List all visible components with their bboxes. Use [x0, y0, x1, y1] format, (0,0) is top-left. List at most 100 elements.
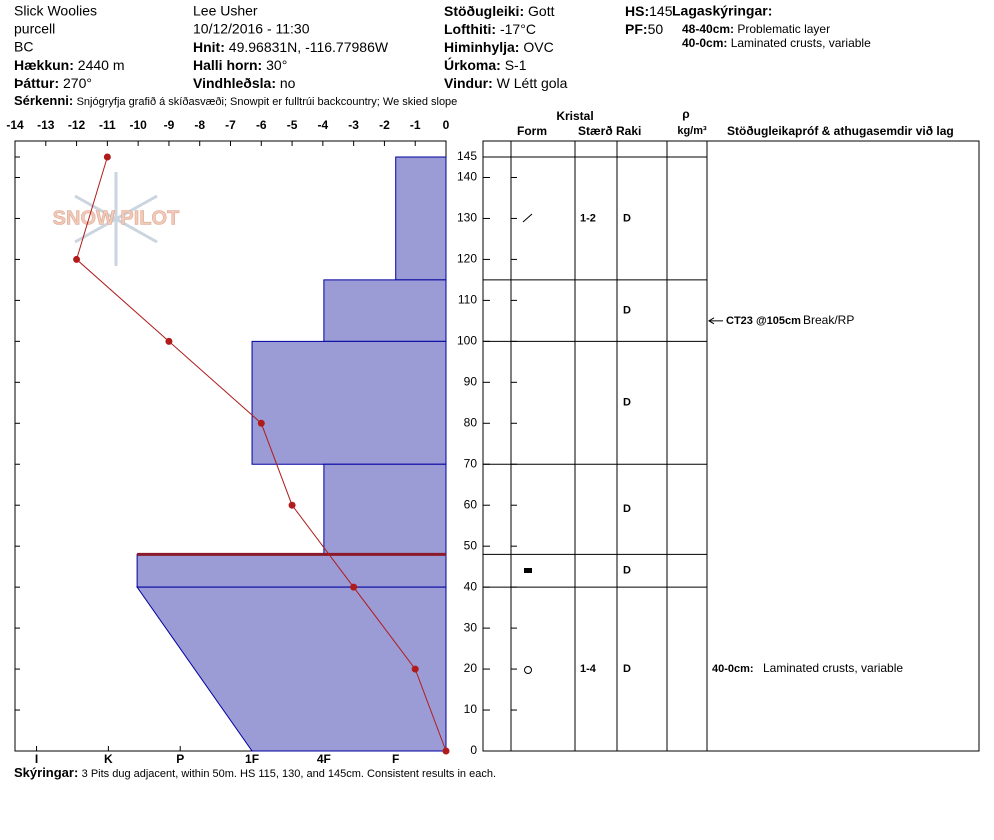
wind: Vindur: W Létt gola [444, 75, 568, 91]
value: Gott [528, 3, 555, 19]
label: Halli horn: [193, 57, 262, 73]
y-tick-label: 40 [464, 579, 478, 593]
label: PF: [625, 21, 648, 37]
table-columns [510, 141, 708, 751]
label: Vindhleðsla: [193, 75, 276, 91]
hardness-tick-label: I [35, 752, 38, 766]
pf: PF:50 [625, 21, 663, 37]
label: 48-40cm: [682, 22, 734, 36]
notes: Skýringar: 3 Pits dug adjacent, within 5… [14, 765, 496, 780]
test-arrowhead [708, 317, 715, 325]
label: Skýringar: [14, 765, 78, 780]
temperature-point [73, 255, 81, 263]
x-tick-label: -11 [99, 118, 116, 132]
grain-size: 1-2 [580, 212, 596, 224]
y-tick-label: 100 [457, 334, 477, 348]
comment-text: Laminated crusts, variable [763, 661, 903, 675]
y-tick-label: 145 [457, 149, 477, 163]
hardness-tick-label: K [104, 752, 113, 766]
hardness-tick-label: 4F [317, 752, 331, 766]
range: purcell [14, 21, 55, 37]
col-size: Stærð [578, 124, 613, 138]
value: -17°C [500, 21, 536, 37]
value: S-1 [505, 57, 527, 73]
text: Snjógryfja grafið á skíðasvæði; Snowpit … [77, 96, 458, 108]
value: 50 [648, 21, 664, 37]
form-icon [524, 666, 532, 674]
x-tick-label: -2 [379, 118, 390, 132]
stability: Stöðugleiki: Gott [444, 3, 555, 19]
site: Slick Woolies [14, 3, 97, 19]
features: Sérkenni: Snjógryfja grafið á skíðasvæði… [14, 93, 457, 108]
x-tick-label: -8 [194, 118, 205, 132]
snowflake [74, 172, 158, 266]
slope: Halli horn: 30° [193, 57, 287, 73]
temperature-line [76, 156, 447, 752]
value: W Létt gola [497, 75, 568, 91]
col-comments: Stöðugleikapróf & athugasemdir við lag [727, 124, 954, 138]
y-tick-label: 120 [457, 252, 477, 266]
y-tick-label: 60 [464, 497, 478, 511]
logo-text: SNOW PILOT [53, 207, 180, 229]
y-tick-label: 0 [470, 743, 477, 757]
col-form: Form [517, 124, 547, 138]
label: Þáttur: [14, 75, 59, 91]
hardness-bar [251, 340, 447, 465]
hardness-tick-label: F [392, 752, 399, 766]
temperature-point [103, 153, 111, 161]
comment-label: 40-0cm: [712, 663, 754, 675]
y-tick-label: 90 [464, 374, 478, 388]
hardness-tick-label: 1F [245, 752, 259, 766]
label: Sérkenni: [14, 93, 73, 108]
moisture: D [623, 565, 631, 577]
moisture: D [623, 663, 631, 675]
value: 49.96831N, -116.77986W [229, 39, 389, 55]
y-tick-label: 80 [464, 415, 478, 429]
temperature-point [442, 747, 450, 755]
x-tick-label: -13 [37, 118, 55, 132]
x-tick-label: -5 [287, 118, 298, 132]
temperature-point [257, 419, 265, 427]
logo: SNOW PILOT [52, 172, 180, 266]
hardness-bar [136, 553, 447, 588]
x-tick-label: -4 [318, 118, 329, 132]
value: 2440 m [78, 57, 125, 73]
layer-table [482, 140, 980, 752]
y-tick-label: 110 [458, 293, 477, 307]
hardness-bar [323, 463, 447, 555]
test-result: Break/RP [803, 313, 854, 327]
x-tick-label: -14 [6, 118, 24, 132]
legend-title: Lagaskýringar: [672, 3, 772, 19]
col-density: ρ [682, 107, 689, 121]
hardness-tick-label: P [176, 752, 184, 766]
hardness-bar [323, 279, 447, 342]
col-moisture: Raki [616, 124, 641, 138]
air-temp: Lofthiti: -17°C [444, 21, 536, 37]
text: 3 Pits dug adjacent, within 50m. HS 115,… [82, 768, 496, 780]
moisture: D [623, 305, 631, 317]
temperature-point [288, 501, 296, 509]
y-tick-label: 130 [457, 211, 477, 225]
hs: HS:145 [625, 3, 673, 19]
x-tick-label: -6 [256, 118, 267, 132]
x-tick-label: -1 [410, 118, 421, 132]
label: HS: [625, 3, 649, 19]
text: Laminated crusts, variable [731, 36, 871, 50]
value: OVC [523, 39, 553, 55]
label: Vindur: [444, 75, 493, 91]
label: Himinhylja: [444, 39, 519, 55]
moisture: D [623, 212, 631, 224]
label: 40-0cm: [682, 36, 727, 50]
value: no [280, 75, 296, 91]
test-label: CT23 @105cm [726, 315, 801, 327]
value: 30° [266, 57, 287, 73]
temperature-point [350, 583, 358, 591]
moisture: D [623, 397, 631, 409]
form-icon [522, 213, 533, 223]
legend-item: 48-40cm: Problematic layer [682, 22, 830, 36]
precip: Úrkoma: S-1 [444, 56, 527, 73]
y-tick-label: 50 [464, 538, 478, 552]
elevation: Hækkun: 2440 m [14, 57, 125, 73]
temperature-point [411, 665, 419, 673]
